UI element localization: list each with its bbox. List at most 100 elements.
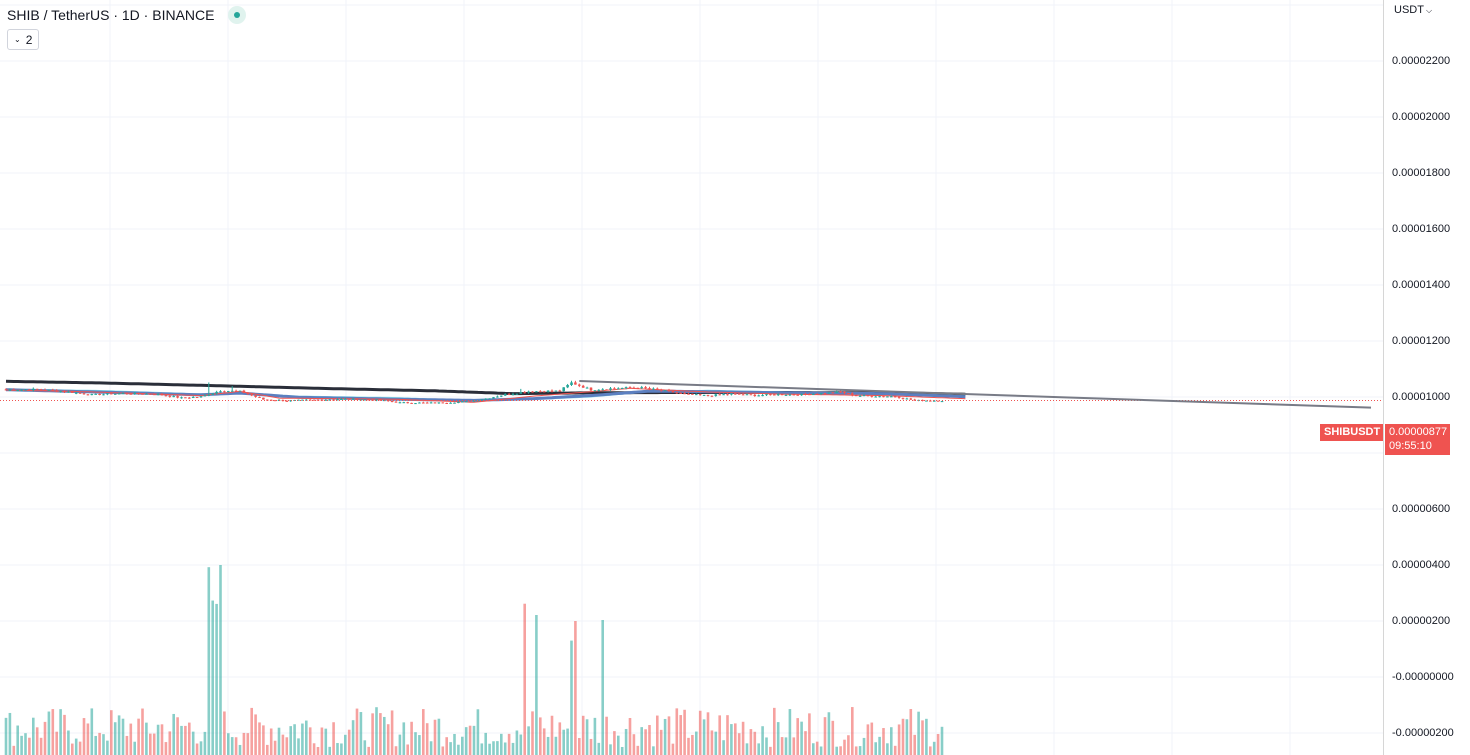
candle-body [936, 400, 940, 402]
volume-bar [515, 730, 519, 755]
volume-bar [297, 738, 300, 755]
volume-bar [936, 733, 940, 755]
candle-body [870, 395, 874, 397]
candle-body [110, 393, 113, 395]
volume-bar [102, 734, 105, 755]
candle-body [765, 394, 768, 396]
candle-body [199, 396, 203, 398]
price-chart[interactable] [0, 0, 1383, 755]
candle-body [172, 396, 175, 398]
candle-body [542, 391, 546, 393]
candle-body [215, 391, 218, 394]
volume-bar [35, 727, 39, 755]
price-tick: 0.00002200 [1392, 55, 1451, 67]
volume-bar [340, 743, 343, 755]
candle-body [484, 398, 487, 400]
candle-body [28, 389, 31, 391]
candle-body [675, 392, 679, 394]
volume-bar [106, 740, 109, 755]
volume-bar [476, 709, 480, 755]
volume-bar [394, 746, 398, 755]
candle-body [753, 394, 757, 396]
candle-body [35, 388, 39, 390]
candle-body [737, 393, 741, 395]
candle-body [106, 393, 109, 395]
volume-bar [43, 721, 47, 755]
volume-bar [152, 733, 156, 755]
volume-bar [24, 733, 27, 755]
candle-body [706, 394, 710, 396]
volume-bar [745, 743, 749, 755]
volume-bar [574, 621, 577, 755]
volume-bar [757, 743, 760, 755]
volume-bar [800, 721, 803, 755]
candle-body [878, 396, 881, 398]
volume-bar [137, 718, 140, 755]
volume-bar [542, 728, 546, 755]
volume-bar [242, 732, 246, 755]
candle-body [640, 387, 643, 389]
candle-body [297, 399, 300, 401]
volume-bar [164, 742, 168, 755]
volume-bar [632, 734, 636, 755]
candle-body [285, 400, 289, 402]
volume-bar [886, 743, 889, 755]
candle-body [160, 394, 164, 396]
candle-body [734, 393, 737, 395]
volume-bar [897, 724, 901, 755]
volume-bar [344, 734, 347, 755]
volume-bar [156, 724, 160, 755]
candle-body [24, 389, 27, 391]
volume-bar [90, 708, 94, 755]
volume-bar [422, 709, 425, 755]
volume-bar [901, 718, 905, 755]
candle-body [90, 394, 94, 396]
volume-bar [652, 746, 655, 755]
candle-body [578, 384, 581, 386]
volume-bar [51, 709, 55, 755]
candle-body [184, 397, 187, 399]
candle-body [149, 393, 152, 395]
candle-body [503, 394, 507, 396]
candle-body [262, 397, 265, 400]
candle-body [511, 393, 515, 395]
candle-body [535, 391, 538, 393]
volume-bar [433, 719, 437, 755]
candle-body [102, 394, 105, 396]
chart-area[interactable] [0, 0, 1383, 755]
price-axis[interactable]: USDT ⌵ 0.00002200 0.00002000 0.00001800 0… [1383, 0, 1470, 755]
volume-bar [316, 746, 320, 755]
volume-bar [609, 744, 612, 755]
indicators-toggle-button[interactable]: ⌄ 2 [7, 29, 40, 50]
volume-bar [457, 744, 460, 755]
candle-body [164, 395, 168, 397]
candle-body [219, 391, 222, 393]
symbol-title[interactable]: SHIB / TetherUS · 1D · BINANCE [7, 7, 215, 23]
candle-body [897, 396, 901, 398]
volume-bar [289, 726, 292, 755]
candle-body [628, 387, 632, 389]
volume-bar [273, 740, 277, 755]
currency-select[interactable]: USDT ⌵ [1394, 4, 1432, 16]
volume-bar [59, 709, 62, 755]
candle-body [273, 400, 277, 402]
volume-bar [628, 718, 632, 755]
volume-bar [741, 721, 745, 755]
candle-body [125, 393, 129, 395]
candle-body [406, 402, 409, 404]
candle-body [905, 398, 909, 400]
volume-bar [191, 731, 195, 755]
volume-bar [870, 722, 874, 755]
volume-bar [827, 712, 831, 755]
candle-body [351, 398, 355, 400]
candle-body [340, 398, 343, 400]
candle-body [211, 393, 214, 395]
volume-bar [468, 725, 472, 755]
candle-body [16, 390, 19, 392]
candle-body [886, 396, 889, 398]
volume-bar [687, 737, 690, 755]
volume-bar [507, 733, 511, 755]
candle-body [461, 401, 464, 403]
volume-bar [74, 738, 78, 755]
chart-legend: SHIB / TetherUS · 1D · BINANCE [7, 6, 247, 24]
